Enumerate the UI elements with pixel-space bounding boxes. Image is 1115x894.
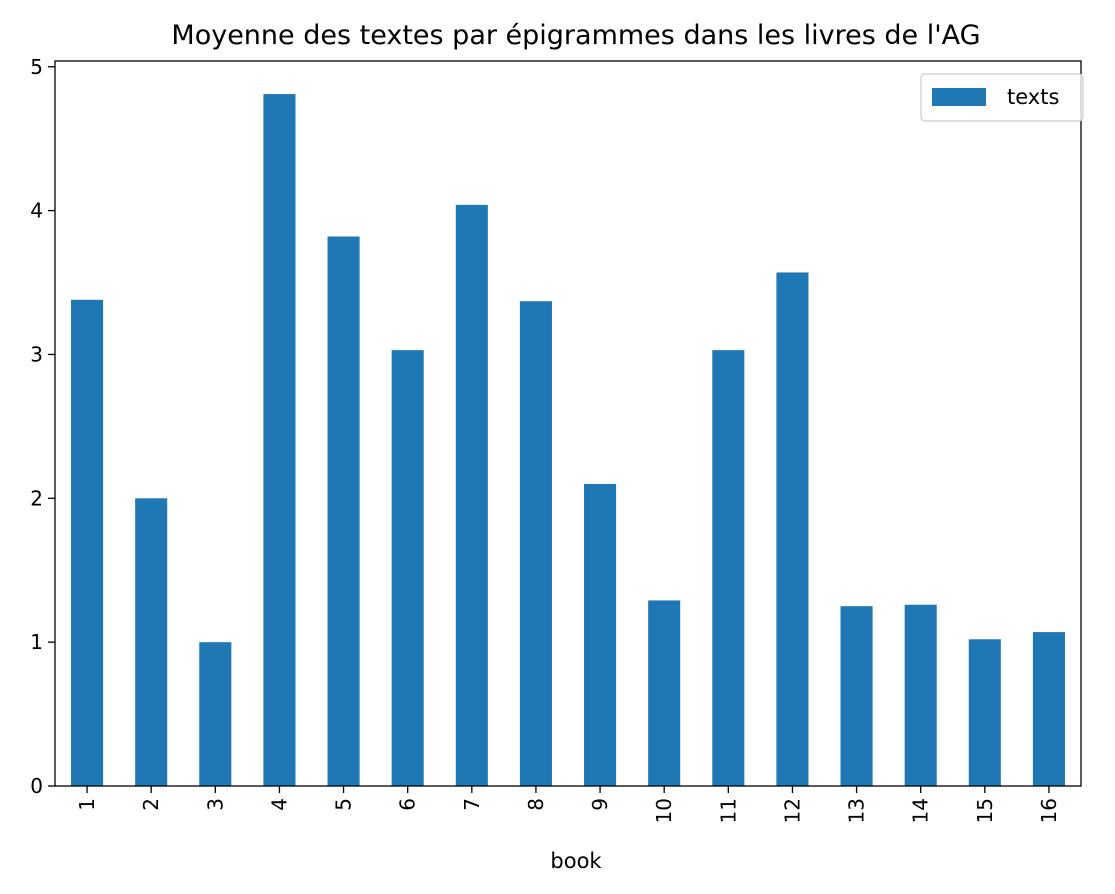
plot-frame <box>54 60 1082 787</box>
x-axis-label: book <box>550 849 602 873</box>
x-tick-label: 1 <box>75 798 99 811</box>
x-tick-label: 3 <box>203 798 227 811</box>
y-tick-label: 5 <box>30 55 43 79</box>
bar-book-6 <box>391 350 424 786</box>
x-tick-label: 8 <box>524 798 548 811</box>
bar-book-2 <box>135 498 168 786</box>
bar-book-12 <box>776 272 809 787</box>
bar-book-7 <box>455 204 488 787</box>
x-tick-label: 9 <box>588 798 612 811</box>
x-tick-label: 2 <box>139 798 163 811</box>
x-tick-label: 7 <box>460 798 484 811</box>
legend-swatch <box>932 88 986 106</box>
bar-book-15 <box>968 639 1001 786</box>
bar-book-13 <box>840 606 873 786</box>
y-tick-label: 0 <box>30 774 43 798</box>
bar-book-10 <box>648 600 681 786</box>
x-tick-label: 16 <box>1037 798 1061 823</box>
x-tick-label: 10 <box>652 798 676 823</box>
bar-book-8 <box>519 301 552 786</box>
y-tick-label: 2 <box>30 486 43 510</box>
legend-box <box>920 73 1084 122</box>
legend: texts <box>920 73 1084 122</box>
x-tick-label: 11 <box>716 798 740 823</box>
x-tick-label: 15 <box>973 798 997 823</box>
bar-book-11 <box>712 350 745 786</box>
bar-book-1 <box>71 299 104 786</box>
bar-book-14 <box>904 604 937 786</box>
y-tick-label: 4 <box>30 199 43 223</box>
x-tick-label: 14 <box>909 798 933 823</box>
bar-book-5 <box>327 236 360 786</box>
bar-book-9 <box>584 483 617 786</box>
x-tick-label: 4 <box>267 798 291 811</box>
x-tick-label: 13 <box>845 798 869 823</box>
x-tick-label: 6 <box>396 798 420 811</box>
x-tick-label: 12 <box>780 798 804 823</box>
y-tick-label: 3 <box>30 342 43 366</box>
x-tick-label: 5 <box>332 798 356 811</box>
bar-book-4 <box>263 94 296 787</box>
bar-book-3 <box>199 642 232 786</box>
plot-area <box>71 94 1065 787</box>
bar-book-16 <box>1032 632 1065 786</box>
chart-title: Moyenne des textes par épigrammes dans l… <box>171 20 980 51</box>
legend-label: texts <box>1007 85 1059 109</box>
y-tick-label: 1 <box>30 630 43 654</box>
